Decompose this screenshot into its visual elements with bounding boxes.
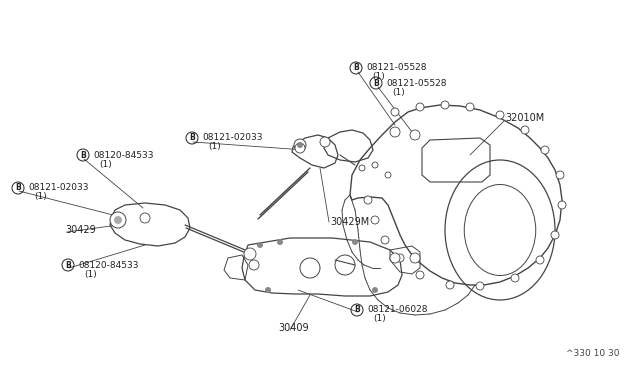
Circle shape (114, 216, 122, 224)
Circle shape (257, 242, 263, 248)
Circle shape (496, 111, 504, 119)
Text: 30429: 30429 (65, 225, 96, 235)
Text: (1): (1) (99, 160, 112, 169)
Circle shape (556, 171, 564, 179)
Circle shape (536, 256, 544, 264)
Circle shape (364, 196, 372, 204)
Text: 32010M: 32010M (505, 113, 544, 123)
Circle shape (511, 274, 519, 282)
Circle shape (558, 201, 566, 209)
Text: (1): (1) (372, 73, 385, 81)
Text: 08121-05528: 08121-05528 (386, 78, 447, 87)
Text: 08120-84533: 08120-84533 (78, 260, 138, 269)
Circle shape (249, 260, 259, 270)
Circle shape (416, 103, 424, 111)
Circle shape (372, 287, 378, 293)
Circle shape (320, 137, 330, 147)
Text: 08121-05528: 08121-05528 (366, 64, 426, 73)
Circle shape (371, 216, 379, 224)
Text: 08121-02033: 08121-02033 (28, 183, 88, 192)
Circle shape (410, 253, 420, 263)
Circle shape (416, 271, 424, 279)
Circle shape (446, 281, 454, 289)
Circle shape (295, 143, 305, 153)
Circle shape (294, 139, 306, 151)
Text: B: B (80, 151, 86, 160)
Circle shape (441, 101, 449, 109)
Circle shape (396, 254, 404, 262)
Text: 30429M: 30429M (330, 217, 369, 227)
Circle shape (466, 103, 474, 111)
Text: 08121-06028: 08121-06028 (367, 305, 428, 314)
Circle shape (110, 212, 126, 228)
Circle shape (385, 172, 391, 178)
Text: B: B (373, 78, 379, 87)
Circle shape (551, 231, 559, 239)
Text: 30409: 30409 (278, 323, 308, 333)
Text: B: B (354, 305, 360, 314)
Circle shape (265, 287, 271, 293)
Circle shape (372, 162, 378, 168)
Circle shape (244, 248, 256, 260)
Circle shape (140, 213, 150, 223)
Circle shape (277, 239, 283, 245)
Circle shape (390, 253, 400, 263)
Circle shape (352, 239, 358, 245)
Text: B: B (353, 64, 359, 73)
Circle shape (381, 236, 389, 244)
Text: 08121-02033: 08121-02033 (202, 134, 262, 142)
Circle shape (541, 146, 549, 154)
Text: (1): (1) (373, 314, 386, 324)
Text: 08120-84533: 08120-84533 (93, 151, 154, 160)
Circle shape (391, 108, 399, 116)
Text: B: B (65, 260, 71, 269)
Text: (1): (1) (84, 269, 97, 279)
Circle shape (476, 282, 484, 290)
Circle shape (297, 142, 303, 148)
Text: (1): (1) (208, 142, 221, 151)
Text: B: B (15, 183, 21, 192)
Text: (1): (1) (34, 192, 47, 202)
Text: (1): (1) (392, 87, 404, 96)
Text: ^330 10 30: ^330 10 30 (566, 349, 620, 358)
Text: B: B (189, 134, 195, 142)
Circle shape (410, 130, 420, 140)
Circle shape (359, 165, 365, 171)
Circle shape (521, 126, 529, 134)
Circle shape (390, 127, 400, 137)
